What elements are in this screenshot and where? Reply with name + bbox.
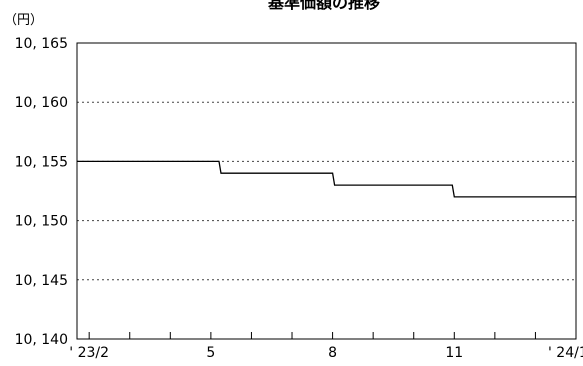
y-axis: 10, 140 10, 145 10, 150 10, 155 10, 160 10, 1… [15,36,68,348]
x-tick-label: 11 [445,345,463,361]
x-axis: ' 23/2 5 8 11 ' 24/1 [69,345,583,361]
plot-frame [76,42,577,340]
x-tick-label: 8 [328,345,337,361]
series-layer [77,160,576,198]
x-axis-ticks [88,332,577,339]
y-tick-label: 10, 140 [15,332,68,348]
x-tick-label: ' 23/2 [69,345,109,361]
series-line [77,160,576,198]
grid-lines [77,101,576,281]
y-tick-label: 10, 165 [15,36,68,52]
chart-title: 基準価額の推移 [267,0,380,12]
y-unit-label: （円） [4,13,43,28]
y-tick-label: 10, 145 [15,273,68,289]
x-tick-label: ' 24/1 [548,345,583,361]
y-tick-label: 10, 160 [15,95,68,111]
y-tick-label: 10, 150 [15,214,68,230]
x-tick-label: 5 [206,345,215,361]
y-tick-label: 10, 155 [15,154,68,170]
